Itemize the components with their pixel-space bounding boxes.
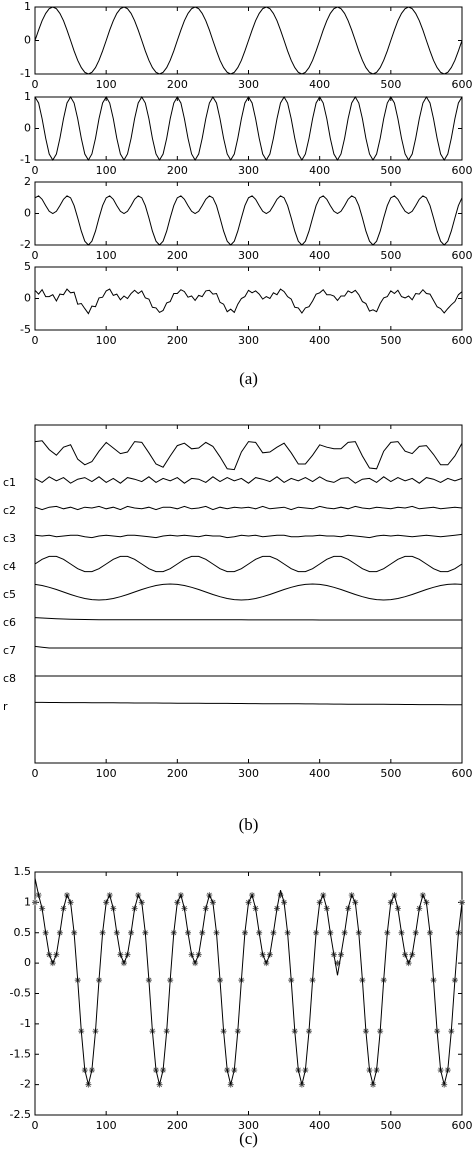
x-tick-label: 400 <box>309 1119 330 1132</box>
y-tick-label: 0 <box>24 122 31 135</box>
series-line <box>34 195 463 246</box>
x-tick-label: 500 <box>380 164 401 177</box>
x-tick-label: 200 <box>167 78 188 91</box>
y-tick-label: -1 <box>20 67 31 80</box>
x-tick-label: 500 <box>380 78 401 91</box>
x-tick-label: 300 <box>238 78 259 91</box>
series-line <box>34 96 463 161</box>
x-tick-label: 100 <box>96 78 117 91</box>
x-tick-label: 500 <box>380 767 401 780</box>
component-line <box>34 645 462 649</box>
x-tick-label: 500 <box>380 334 401 347</box>
x-tick-label: 0 <box>32 249 39 262</box>
y-tick-label: 0.5 <box>14 926 32 939</box>
x-tick-label: 300 <box>238 334 259 347</box>
x-tick-label: 300 <box>238 767 259 780</box>
x-tick-label: 500 <box>380 1119 401 1132</box>
x-tick-label: 600 <box>452 1119 473 1132</box>
x-tick-label: 0 <box>32 164 39 177</box>
y-tick-label: 2 <box>24 175 31 188</box>
component-line <box>34 505 463 511</box>
x-tick-label: 100 <box>96 334 117 347</box>
x-tick-label: 100 <box>96 164 117 177</box>
y-tick-label: 1.5 <box>14 865 32 878</box>
x-tick-label: 400 <box>309 164 330 177</box>
star-marker <box>459 899 465 906</box>
x-tick-label: 0 <box>32 767 39 780</box>
row-label: c2 <box>3 504 16 517</box>
series-line <box>34 6 463 75</box>
y-tick-label: 0 <box>24 207 31 220</box>
x-tick-label: 200 <box>167 249 188 262</box>
x-tick-label: 600 <box>452 164 473 177</box>
component-line <box>34 533 463 539</box>
y-tick-label: 0 <box>24 34 31 47</box>
x-tick-label: 400 <box>309 78 330 91</box>
y-tick-label: 5 <box>24 260 31 273</box>
x-tick-label: 200 <box>167 767 188 780</box>
x-tick-label: 600 <box>452 334 473 347</box>
axes-frame <box>34 181 463 246</box>
x-tick-label: 300 <box>238 164 259 177</box>
y-tick-label: -1 <box>20 153 31 166</box>
panel-caption: (a) <box>239 369 258 388</box>
star-marker <box>277 892 284 899</box>
panel-caption: (c) <box>239 1129 258 1148</box>
axes-frame <box>34 96 463 161</box>
y-tick-label: -0.5 <box>10 987 31 1000</box>
y-tick-label: 1 <box>24 90 31 103</box>
y-tick-label: -5 <box>20 323 31 336</box>
y-tick-label: -1.5 <box>10 1047 31 1060</box>
x-tick-label: 600 <box>452 767 473 780</box>
star-marker <box>334 960 341 967</box>
x-tick-label: 400 <box>309 767 330 780</box>
component-line <box>35 701 463 706</box>
x-tick-label: 100 <box>96 249 117 262</box>
x-tick-label: 500 <box>380 249 401 262</box>
series-line <box>34 877 463 1085</box>
row-label: r <box>3 700 8 713</box>
x-tick-label: 300 <box>238 249 259 262</box>
x-tick-label: 200 <box>167 164 188 177</box>
y-tick-label: -2 <box>20 238 31 251</box>
x-tick-label: 0 <box>32 78 39 91</box>
y-tick-label: -2.5 <box>10 1108 31 1121</box>
x-tick-label: 0 <box>32 1119 39 1132</box>
row-label: c7 <box>3 644 16 657</box>
y-tick-label: 0 <box>24 292 31 305</box>
component-line <box>34 476 463 484</box>
x-tick-label: 0 <box>32 334 39 347</box>
x-tick-label: 100 <box>96 1119 117 1132</box>
star-marker <box>32 899 38 906</box>
component-line <box>34 440 463 471</box>
component-line <box>34 583 463 601</box>
x-tick-label: 200 <box>167 334 188 347</box>
y-tick-label: 0 <box>24 956 31 969</box>
series-line <box>34 288 463 315</box>
x-tick-label: 100 <box>96 767 117 780</box>
x-tick-label: 200 <box>167 1119 188 1132</box>
axes-frame <box>34 424 463 764</box>
component-line <box>34 617 462 621</box>
row-label: c5 <box>3 588 16 601</box>
y-tick-label: 1 <box>24 0 31 13</box>
row-label: c8 <box>3 672 16 685</box>
row-label: c4 <box>3 560 16 573</box>
component-line <box>34 555 463 573</box>
y-tick-label: -2 <box>20 1078 31 1091</box>
y-tick-label: 1 <box>24 895 31 908</box>
y-tick-label: -1 <box>20 1017 31 1030</box>
row-label: c3 <box>3 532 16 545</box>
x-tick-label: 400 <box>309 334 330 347</box>
row-label: c1 <box>3 476 16 489</box>
panel-caption: (b) <box>239 815 259 834</box>
x-tick-label: 400 <box>309 249 330 262</box>
x-tick-label: 600 <box>452 78 473 91</box>
row-label: c6 <box>3 616 16 629</box>
x-tick-label: 600 <box>452 249 473 262</box>
x-tick-label: 300 <box>238 1119 259 1132</box>
